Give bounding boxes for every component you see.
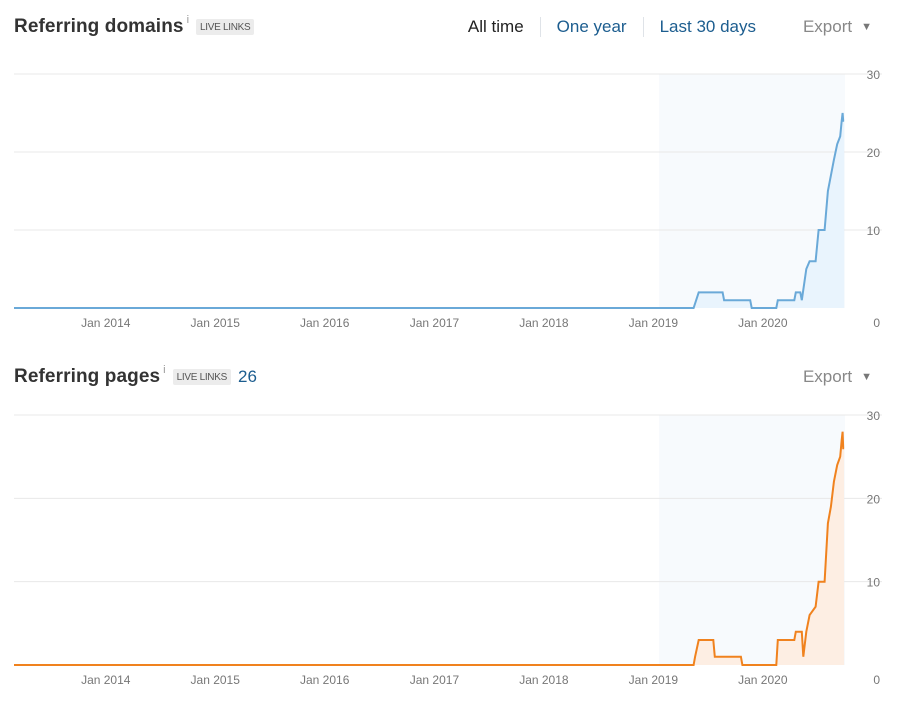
triangle-down-icon: ▼ [861,21,872,33]
domains-x-tick-label: Jan 2015 [191,316,241,330]
pages-x-tick-label: Jan 2015 [191,673,241,687]
pages-y-tick-label: 0 [873,673,880,687]
pages-count: 26 [237,367,257,386]
pages-export-label: Export [802,367,853,386]
pages-live-links-badge: LIVE LINKS [172,369,231,385]
pages-y-tick-label: 30 [867,409,881,423]
pages-export-button[interactable]: Export ▼ [803,367,872,387]
pages-y-tick-label: 20 [867,492,881,506]
domains-y-tick-label: 0 [873,316,880,330]
pages-info-icon[interactable]: i [163,364,166,376]
domains-x-tick-label: Jan 2014 [81,316,131,330]
domains-x-tick-label: Jan 2016 [300,316,350,330]
domains-y-tick-label: 30 [867,68,881,82]
domains-y-tick-label: 10 [867,224,881,238]
domains-x-tick-label: Jan 2018 [519,316,569,330]
domains-title: Referring domains [14,16,184,37]
pages-x-tick-label: Jan 2018 [519,673,569,687]
pages-x-tick-label: Jan 2019 [629,673,679,687]
referring-pages-chart[interactable]: 0 10 20 30 Jan 2014 Jan 2015 Jan 2016 Jan 2017 J… [0,402,900,702]
domains-y-tick-label: 20 [867,146,881,160]
domains-series-line[interactable] [14,112,845,309]
domains-x-tick-label: Jan 2020 [738,316,788,330]
domains-x-tick-label: Jan 2019 [629,316,679,330]
range-last-30-days[interactable]: Last 30 days [642,17,772,37]
pages-x-tick-label: Jan 2016 [300,673,350,687]
time-range-selector: All time One year Last 30 days [452,17,772,37]
triangle-down-icon: ▼ [861,371,872,383]
pages-x-tick-label: Jan 2017 [410,673,460,687]
domains-info-icon[interactable]: i [186,14,190,26]
range-one-year[interactable]: One year [539,17,643,37]
domains-live-links-badge: LIVE LINKS [196,19,255,35]
domains-export-button[interactable]: Export ▼ [803,17,872,37]
pages-x-tick-label: Jan 2020 [738,673,788,687]
pages-y-tick-label: 10 [867,576,881,590]
pages-header: Referring pages i LIVE LINKS 26 Export ▼ [0,362,900,392]
domains-export-label: Export [802,17,853,36]
pages-series-line[interactable] [14,431,845,666]
range-all-time[interactable]: All time [467,17,524,36]
pages-x-tick-label: Jan 2014 [81,673,131,687]
domains-x-tick-label: Jan 2017 [410,316,460,330]
domains-header: Referring domains i LIVE LINKS All time … [0,12,900,42]
pages-title: Referring pages [14,366,161,387]
referring-domains-chart[interactable]: 0 10 20 30 Jan 2014 Jan 2015 Jan 2016 Jan 2017 J… [0,52,900,347]
